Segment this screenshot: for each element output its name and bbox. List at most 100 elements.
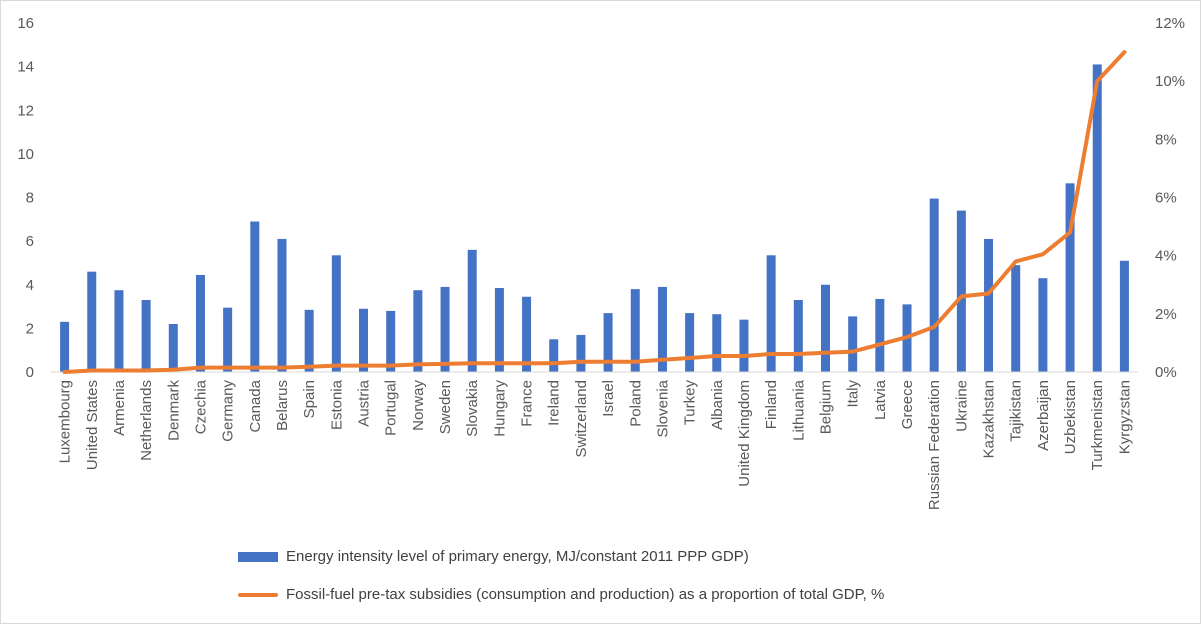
bar bbox=[685, 313, 695, 372]
category-label: Latvia bbox=[872, 379, 889, 420]
category-label: Azerbaijan bbox=[1035, 380, 1052, 451]
category-label: Kyrgyzstan bbox=[1116, 380, 1133, 454]
legend-swatch-bars bbox=[238, 551, 278, 562]
category-label: Slovakia bbox=[464, 379, 481, 436]
bar bbox=[87, 271, 97, 372]
category-label: United Kingdom bbox=[736, 380, 753, 487]
bar bbox=[494, 288, 504, 372]
category-label: Germany bbox=[220, 380, 237, 442]
category-label: Russian Federation bbox=[926, 380, 943, 510]
category-label: Turkey bbox=[682, 380, 699, 426]
bar bbox=[141, 300, 151, 372]
right-tick-label: 0% bbox=[1155, 364, 1177, 381]
category-label: Uzbekistan bbox=[1062, 380, 1079, 454]
bar bbox=[576, 334, 586, 372]
right-axis-ticks: 0% 2% 4% 6% 8% 10% 12% bbox=[1155, 15, 1185, 381]
bar bbox=[277, 238, 287, 372]
right-tick-label: 4% bbox=[1155, 248, 1177, 265]
bar bbox=[929, 198, 939, 372]
category-label: Belgium bbox=[818, 380, 835, 434]
legend-label-line: Fossil-fuel pre-tax subsidies (consumpti… bbox=[286, 586, 885, 603]
right-tick-label: 10% bbox=[1155, 73, 1185, 90]
bar bbox=[657, 286, 667, 372]
category-label: Italy bbox=[845, 380, 862, 408]
bar bbox=[522, 296, 532, 372]
category-label: Norway bbox=[410, 380, 427, 431]
category-label: Sweden bbox=[437, 380, 454, 434]
left-tick-label: 4 bbox=[26, 277, 34, 294]
bar bbox=[984, 238, 994, 372]
bar bbox=[195, 274, 205, 372]
category-label: Belarus bbox=[274, 380, 291, 431]
category-label: Estonia bbox=[328, 379, 345, 430]
bar bbox=[331, 255, 341, 372]
category-label: Czechia bbox=[193, 379, 210, 434]
category-label: Luxembourg bbox=[57, 380, 74, 463]
bar bbox=[956, 210, 966, 372]
category-label: Portugal bbox=[383, 380, 400, 436]
bar bbox=[467, 249, 477, 372]
bar-series bbox=[60, 64, 1129, 372]
left-tick-label: 2 bbox=[26, 320, 34, 337]
bar bbox=[1038, 278, 1048, 372]
category-label: Denmark bbox=[165, 380, 182, 441]
bar bbox=[549, 339, 559, 372]
bar bbox=[848, 316, 858, 372]
bar bbox=[359, 308, 369, 372]
category-label: Ukraine bbox=[953, 380, 970, 432]
category-label: Albania bbox=[709, 379, 726, 430]
category-label: Hungary bbox=[491, 380, 508, 437]
left-tick-label: 0 bbox=[26, 364, 34, 381]
bar bbox=[1011, 265, 1021, 372]
left-tick-label: 14 bbox=[17, 59, 34, 76]
bar bbox=[603, 313, 613, 372]
legend-swatch-line bbox=[238, 592, 278, 597]
x-axis-labels: Luxembourg United States Armenia Netherland… bbox=[57, 379, 1134, 510]
category-label: France bbox=[519, 380, 536, 427]
category-label: Ireland bbox=[546, 380, 563, 426]
line-series bbox=[62, 50, 1127, 374]
left-tick-label: 6 bbox=[26, 233, 34, 250]
bar bbox=[168, 324, 178, 372]
left-tick-label: 10 bbox=[17, 146, 34, 163]
bar bbox=[820, 284, 830, 372]
category-label: Netherlands bbox=[138, 380, 155, 461]
bar bbox=[114, 290, 124, 372]
bar bbox=[223, 307, 233, 372]
bar bbox=[304, 309, 314, 372]
category-label: Austria bbox=[356, 379, 373, 426]
category-label: Finland bbox=[763, 380, 780, 429]
category-label: Canada bbox=[247, 379, 264, 432]
bar bbox=[875, 298, 885, 372]
bar bbox=[739, 319, 749, 372]
left-tick-label: 16 bbox=[17, 15, 34, 32]
category-label: Tajikistan bbox=[1008, 380, 1025, 442]
legend-item-bars: Energy intensity level of primary energy… bbox=[238, 548, 749, 565]
bar bbox=[1065, 183, 1075, 372]
bar bbox=[440, 286, 450, 372]
category-label: Israel bbox=[600, 380, 617, 417]
right-tick-label: 6% bbox=[1155, 190, 1177, 207]
right-tick-label: 8% bbox=[1155, 131, 1177, 148]
bar bbox=[766, 255, 776, 372]
right-tick-label: 2% bbox=[1155, 306, 1177, 323]
category-label: Poland bbox=[627, 380, 644, 427]
left-tick-label: 8 bbox=[26, 190, 34, 207]
category-label: Kazakhstan bbox=[981, 380, 998, 458]
category-label: Greece bbox=[899, 380, 916, 429]
right-tick-label: 12% bbox=[1155, 15, 1185, 32]
bar bbox=[250, 221, 260, 372]
category-label: Lithuania bbox=[790, 379, 807, 441]
legend-label-bars: Energy intensity level of primary energy… bbox=[286, 548, 749, 565]
category-label: Turkmenistan bbox=[1089, 380, 1106, 470]
left-axis-ticks: 0 2 4 6 8 10 12 14 16 bbox=[17, 15, 34, 381]
left-tick-label: 12 bbox=[17, 102, 34, 119]
bar bbox=[1119, 260, 1129, 372]
legend-item-line: Fossil-fuel pre-tax subsidies (consumpti… bbox=[238, 586, 884, 603]
category-label: Spain bbox=[301, 380, 318, 418]
bar bbox=[630, 289, 640, 372]
bar bbox=[793, 300, 803, 372]
category-label: Switzerland bbox=[573, 380, 590, 458]
bar bbox=[1092, 64, 1102, 372]
